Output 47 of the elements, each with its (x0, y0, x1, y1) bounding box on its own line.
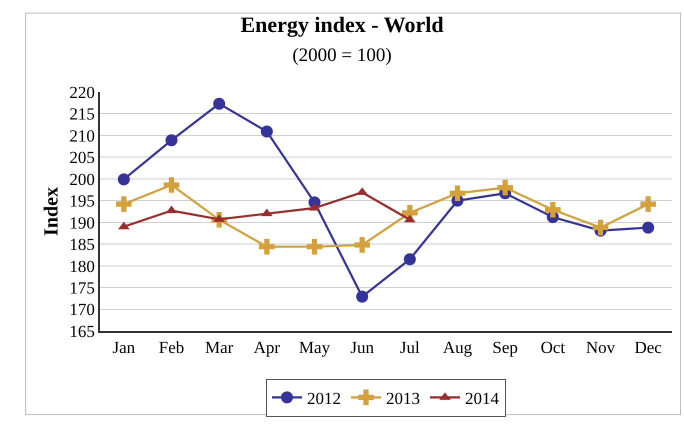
point (259, 238, 275, 254)
legend-label: 2013 (386, 388, 420, 408)
x-tick-label: Oct (540, 338, 566, 358)
point (260, 126, 273, 138)
x-tick-label: Apr (254, 338, 280, 358)
x-tick-label: Sep (492, 338, 518, 358)
point (164, 177, 180, 193)
legend-label: 2014 (465, 388, 500, 408)
point (640, 196, 656, 212)
point (356, 290, 368, 303)
point (118, 173, 130, 186)
x-tick-label: Jan (112, 338, 136, 358)
x-tick-label: Jun (350, 338, 374, 358)
point (404, 253, 416, 266)
x-tick-label: Dec (634, 338, 662, 358)
y-tick-label: 180 (69, 256, 95, 276)
point (592, 220, 608, 236)
y-tick-label: 175 (69, 278, 95, 298)
x-tick-label: Aug (442, 338, 473, 358)
point (642, 222, 654, 234)
point (116, 196, 132, 212)
y-tick-label: 215 (69, 104, 95, 124)
legend-label: 2012 (307, 388, 341, 408)
x-tick-label: Nov (586, 338, 616, 358)
x-tick-label: Jul (400, 338, 420, 358)
y-tick-label: 195 (69, 192, 95, 211)
chart-subtitle: (2000 = 100) (292, 44, 392, 66)
y-tick-label: 200 (69, 170, 95, 189)
point (545, 202, 561, 218)
chart-title: Energy index - World (240, 12, 444, 38)
point (213, 98, 226, 110)
y-tick-label: 210 (69, 126, 95, 146)
point (497, 180, 513, 196)
y-tick-label: 170 (69, 300, 95, 320)
y-tick-label: 205 (69, 148, 95, 168)
point (306, 238, 322, 254)
point (354, 237, 370, 253)
y-tick-label: 220 (69, 82, 95, 102)
x-tick-label: Feb (158, 338, 184, 358)
y-axis-title: Index (40, 187, 62, 236)
x-tick-label: May (298, 338, 331, 358)
y-tick-label: 165 (69, 322, 95, 341)
y-tick-label: 185 (69, 235, 95, 254)
x-tick-label: Mar (205, 338, 234, 358)
point (166, 134, 178, 146)
y-tick-label: 190 (69, 213, 95, 232)
point (450, 185, 466, 202)
